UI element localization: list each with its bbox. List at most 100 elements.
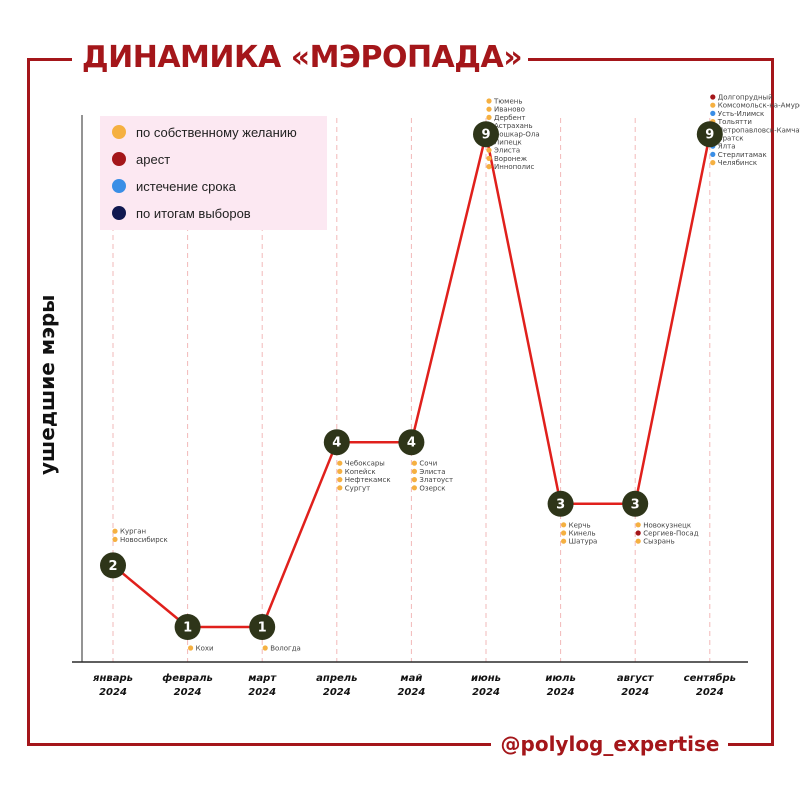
city-reason-dot: [337, 485, 343, 491]
city-reason-dot: [486, 98, 492, 104]
legend-swatch-elections: [112, 206, 126, 220]
city-label: Астрахань: [494, 122, 533, 130]
city-reason-dot: [710, 160, 716, 166]
data-point: [100, 552, 126, 579]
city-reason-dot: [486, 114, 492, 120]
year-label: 2024: [174, 687, 202, 698]
data-point: [696, 121, 723, 148]
data-point: [323, 429, 350, 456]
month-label: февраль: [162, 672, 213, 684]
city-reason-dot: [188, 645, 194, 651]
city-label: Новокузнецк: [643, 521, 691, 529]
city-reason-dot: [486, 106, 492, 112]
city-label: Сызрань: [643, 538, 675, 546]
data-point: [622, 490, 649, 517]
chart-title: ДИНАМИКА «МЭРОПАДА»: [81, 40, 523, 75]
city-label: Комсомольск-на-Амуре: [718, 102, 800, 110]
city-label: Тюмень: [493, 98, 522, 106]
data-label: 4: [407, 436, 416, 451]
city-reason-dot: [635, 538, 641, 544]
month-label: март: [248, 673, 277, 684]
y-axis-label: ушедшие мэры: [35, 294, 59, 475]
city-label: Кинель: [569, 530, 596, 538]
city-reason-dot: [561, 538, 567, 544]
data-label: 3: [556, 497, 565, 512]
city-label: Копейск: [345, 468, 376, 476]
legend-label-voluntary: по собственному желанию: [136, 124, 297, 140]
data-points: 2 1 1 4 4 9 3 3 9: [100, 121, 723, 640]
data-label: 1: [183, 621, 192, 636]
frame-bottom-right-border: [728, 743, 774, 746]
city-label: Новосибирск: [120, 536, 168, 544]
city-reason-dot: [635, 530, 641, 536]
month-label: сентябрь: [684, 672, 736, 684]
city-reason-dot: [710, 110, 716, 116]
city-label: Кохи: [196, 645, 214, 653]
city-reason-dot: [710, 102, 716, 108]
year-label: 2024: [547, 687, 575, 698]
legend-label-term-expiry: истечение срока: [136, 178, 236, 194]
city-label: Златоуст: [419, 476, 453, 484]
legend-item-elections: по итогам выборов: [112, 203, 251, 223]
city-label: Усть-Илимск: [718, 110, 764, 118]
city-label: Стерлитамак: [718, 151, 767, 159]
data-point: [398, 429, 425, 456]
city-reason-dot: [486, 147, 492, 153]
city-label: Братск: [718, 135, 744, 143]
x-tick-labels: январь 2024 февраль 2024 март 2024 апрель 2024 м…: [92, 672, 736, 698]
data-point: [473, 121, 499, 148]
month-label: январь: [92, 673, 133, 684]
city-label: Йошкар-Ола: [494, 129, 540, 138]
legend-swatch-arrest: [112, 152, 126, 166]
city-label: Нефтекамск: [345, 476, 391, 484]
city-reason-dot: [411, 460, 417, 466]
frame-bottom-left-border: [27, 743, 491, 746]
year-label: 2024: [99, 687, 127, 698]
city-reason-dot: [337, 468, 343, 474]
city-reason-dot: [262, 645, 268, 651]
city-label: Дербент: [494, 114, 526, 122]
legend-label-elections: по итогам выборов: [136, 205, 251, 221]
legend: по собственному желанию арест истечение …: [100, 116, 327, 230]
data-label: 9: [705, 128, 714, 143]
city-reason-dot: [337, 460, 343, 466]
city-label: Шатура: [569, 538, 598, 546]
city-label: Курган: [120, 528, 146, 536]
year-label: 2024: [248, 687, 276, 698]
month-label: май: [400, 673, 422, 684]
year-label: 2024: [472, 687, 500, 698]
city-reason-dot: [112, 536, 118, 543]
city-reason-dot: [411, 468, 417, 474]
data-point: [547, 490, 574, 517]
frame-right-border: [771, 58, 774, 746]
city-reason-dot: [710, 151, 716, 157]
city-label: Петропавловск-Камчатский: [718, 126, 800, 134]
city-label: Сергиев-Посад: [643, 530, 699, 538]
city-label: Вологда: [270, 645, 301, 653]
city-label: Иннополис: [494, 163, 535, 171]
year-label: 2024: [323, 687, 351, 698]
city-reason-dot: [112, 528, 118, 534]
frame-top-left-border: [27, 58, 72, 61]
city-reason-dot: [561, 530, 567, 536]
city-reason-dot: [486, 155, 492, 161]
city-reason-dot: [486, 164, 492, 170]
legend-swatch-term-expiry: [112, 179, 126, 193]
month-label: июнь: [471, 673, 501, 684]
city-label: Чебоксары: [345, 460, 385, 468]
year-label: 2024: [397, 687, 425, 698]
city-label: Элиста: [494, 147, 520, 155]
year-label: 2024: [696, 687, 724, 698]
year-label: 2024: [621, 687, 649, 698]
author-handle: @polylog_expertise: [500, 732, 720, 756]
city-label: Озерск: [419, 484, 445, 492]
city-label: Тольятти: [717, 118, 752, 126]
city-reason-dot: [411, 477, 417, 483]
city-label: Иваново: [494, 106, 525, 114]
city-label: Керчь: [569, 521, 591, 529]
city-label: Элиста: [419, 468, 445, 476]
data-point: [174, 614, 201, 640]
month-label: август: [617, 673, 655, 684]
legend-item-term-expiry: истечение срока: [112, 176, 236, 196]
